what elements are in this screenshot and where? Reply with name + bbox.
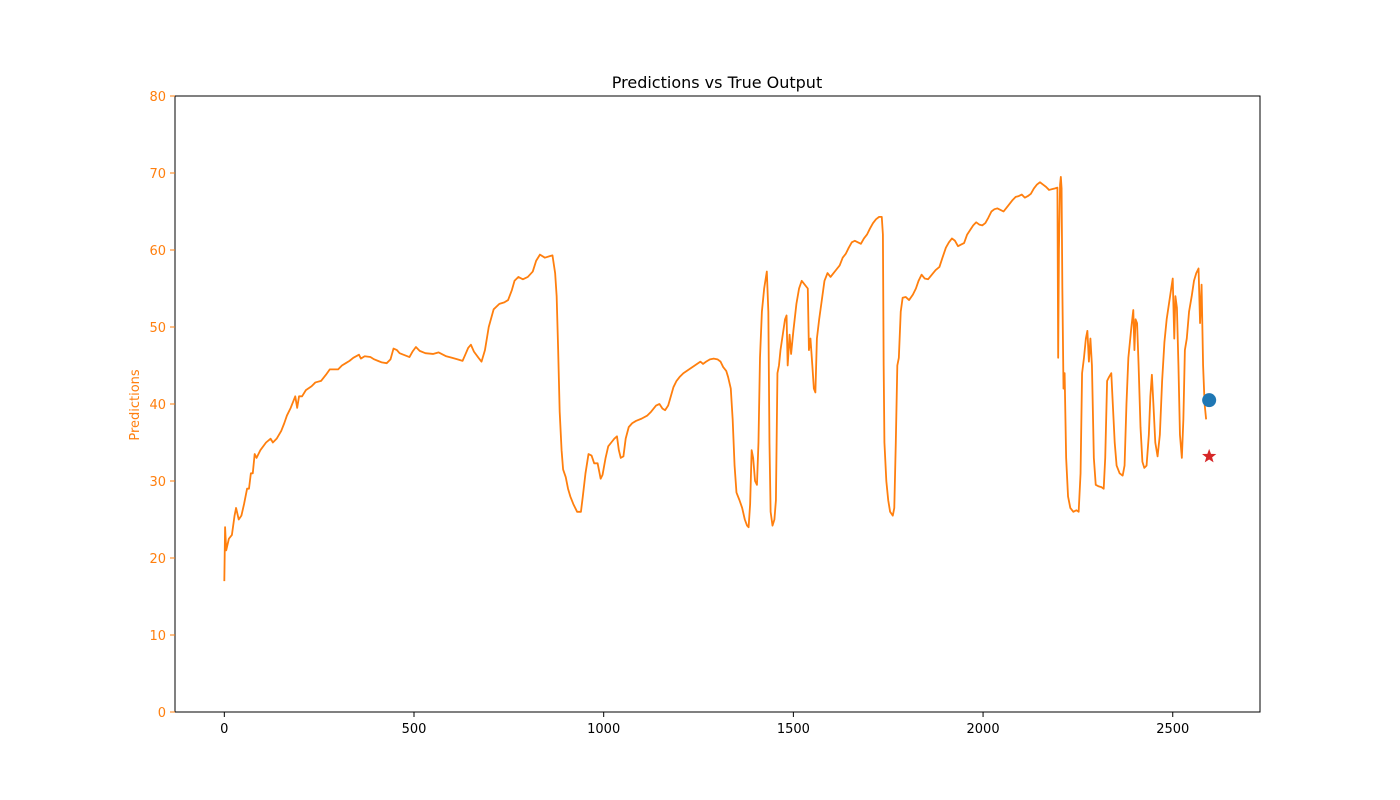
plot-area <box>223 175 1217 582</box>
marker-circle <box>1202 393 1217 408</box>
series-line-0 <box>223 175 1208 582</box>
y-tick-label: 0 <box>158 706 166 721</box>
axes: 0 500 1000 1500 2000 2500 0 10 20 30 40 50 60 70 80 <box>149 90 1261 737</box>
y-tick-label: 60 <box>149 244 166 259</box>
x-tick-label: 500 <box>402 722 427 737</box>
x-tick-label: 2000 <box>967 722 1000 737</box>
y-tick-label: 30 <box>149 475 166 490</box>
y-tick-label: 40 <box>149 398 166 413</box>
x-tick-label: 2500 <box>1156 722 1189 737</box>
x-tick-label: 0 <box>220 722 228 737</box>
y-axis-label: Predictions <box>128 369 143 441</box>
marker-star <box>1202 448 1217 463</box>
y-tick-label: 80 <box>149 90 166 105</box>
y-tick-label: 10 <box>149 629 166 644</box>
chart-title: Predictions vs True Output <box>612 73 822 92</box>
y-tick-label: 50 <box>149 321 166 336</box>
x-tick-label: 1000 <box>587 722 620 737</box>
x-tick-label: 1500 <box>777 722 810 737</box>
y-tick-label: 20 <box>149 552 166 567</box>
y-tick-label: 70 <box>149 167 166 182</box>
